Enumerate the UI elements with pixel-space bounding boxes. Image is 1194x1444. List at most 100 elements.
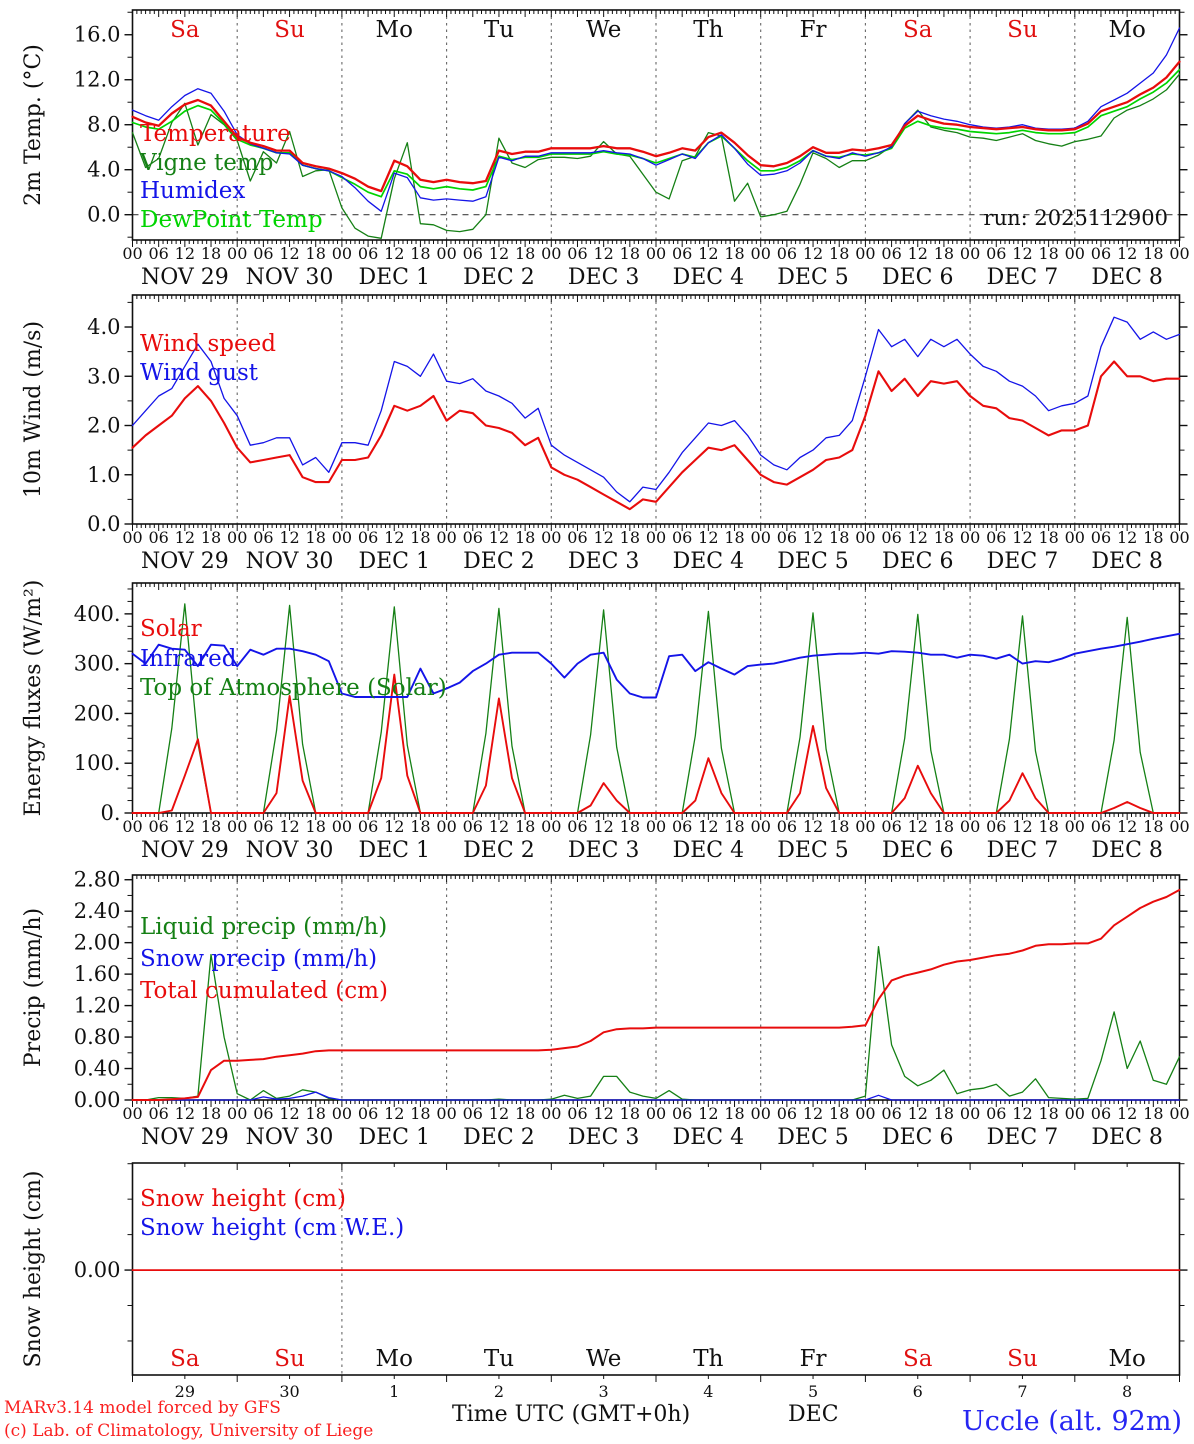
footer-time-axis-label: Time UTC (GMT+0h) <box>452 1402 691 1427</box>
legend-vigne-temp: Vigne temp <box>139 150 273 176</box>
date-label: DEC 5 <box>777 1125 849 1150</box>
hour-tick-label: 00 <box>1065 817 1085 836</box>
hour-tick-label: 00 <box>751 817 771 836</box>
hour-tick-label: 06 <box>253 817 273 836</box>
legend-liquid-precip-mm-h: Liquid precip (mm/h) <box>140 914 387 940</box>
hour-tick-label: 12 <box>489 244 509 263</box>
hour-tick-label: 18 <box>1038 1104 1058 1123</box>
date-label: NOV 29 <box>141 549 229 574</box>
hour-tick-label: 06 <box>986 244 1006 263</box>
y-axis-title-snow: Snow height (cm) <box>21 1171 46 1368</box>
hour-tick-label: 06 <box>777 1104 797 1123</box>
weekday-label: Tu <box>484 17 514 43</box>
hour-tick-label: 00 <box>436 1104 456 1123</box>
hour-tick-label: 12 <box>489 817 509 836</box>
hour-tick-label: 06 <box>253 1104 273 1123</box>
series-snow-precip-line <box>131 1091 1181 1101</box>
y-tick-label: 2.80 <box>74 868 121 892</box>
hour-tick-label: 18 <box>829 528 849 547</box>
date-label: DEC 2 <box>463 549 535 574</box>
hour-tick-label: 18 <box>515 528 535 547</box>
hour-tick-label: 00 <box>751 1104 771 1123</box>
hour-tick-label: 18 <box>201 528 221 547</box>
weekday-label: Mo <box>376 1346 413 1372</box>
hour-tick-label: 12 <box>908 817 928 836</box>
hour-tick-label: 06 <box>672 244 692 263</box>
hour-tick-label: 12 <box>593 244 613 263</box>
panel-precip: 0.00 0.40 0.80 1.20 1.60 2.00 2.40 2.80 Liquid p… <box>21 868 1190 1150</box>
legend-snow-height-cm: Snow height (cm) <box>140 1186 346 1212</box>
weekday-label: Th <box>693 17 723 43</box>
hour-tick-label: 12 <box>1012 528 1032 547</box>
y-tick-label: 2.40 <box>74 899 121 923</box>
legend-snow-height-cm-w-e: Snow height (cm W.E.) <box>140 1215 404 1241</box>
hour-tick-label: 00 <box>541 528 561 547</box>
date-label: NOV 30 <box>246 838 334 863</box>
hour-tick-label: 00 <box>332 528 352 547</box>
day-number-label: 1 <box>389 1382 399 1401</box>
hour-tick-label: 06 <box>1091 244 1111 263</box>
hour-tick-label: 06 <box>567 528 587 547</box>
hour-tick-label: 18 <box>306 1104 326 1123</box>
date-label: DEC 3 <box>568 838 640 863</box>
hour-tick-label: 06 <box>148 244 168 263</box>
legend-wind-speed: Wind speed <box>140 331 276 357</box>
hour-tick-label: 12 <box>1117 528 1137 547</box>
date-label: DEC 2 <box>463 265 535 290</box>
hour-tick-label: 06 <box>253 244 273 263</box>
weekday-label: Fr <box>800 1346 827 1372</box>
date-label: DEC 1 <box>358 1125 430 1150</box>
hour-tick-label: 18 <box>620 1104 640 1123</box>
hour-tick-label: 00 <box>646 528 666 547</box>
weekday-label: Mo <box>376 17 413 43</box>
series-humidex-line <box>131 27 1181 212</box>
date-label: DEC 4 <box>673 838 745 863</box>
hour-tick-label: 18 <box>306 817 326 836</box>
y-tick-label: 0.0 <box>87 203 120 227</box>
legend-dewpoint-temp: DewPoint Temp <box>140 207 323 233</box>
hour-tick-label: 18 <box>1143 244 1163 263</box>
hour-tick-label: 00 <box>436 817 456 836</box>
y-tick-label: 1.60 <box>74 962 121 986</box>
y-axis-title-temperature: 2m Temp. (°C) <box>21 44 46 206</box>
y-tick-label: 0.80 <box>74 1025 121 1049</box>
hour-tick-label: 00 <box>122 1104 142 1123</box>
day-number-label: 2 <box>494 1382 504 1401</box>
footer-station-label: Uccle (alt. 92m) <box>962 1406 1182 1437</box>
hour-tick-label: 06 <box>463 244 483 263</box>
hour-tick-label: 18 <box>306 244 326 263</box>
hour-tick-label: 18 <box>829 817 849 836</box>
legend-total-cumulated-cm: Total cumulated (cm) <box>140 978 388 1004</box>
date-label: NOV 30 <box>246 265 334 290</box>
legend-wind-gust: Wind gust <box>140 360 259 386</box>
y-tick-label: 16.0 <box>74 23 121 47</box>
weekday-label: Sa <box>903 1346 933 1372</box>
date-label: DEC 2 <box>463 838 535 863</box>
hour-tick-label: 06 <box>672 817 692 836</box>
hour-tick-label: 00 <box>646 1104 666 1123</box>
date-label: DEC 6 <box>882 549 954 574</box>
date-label: DEC 6 <box>882 265 954 290</box>
hour-tick-label: 06 <box>463 1104 483 1123</box>
hour-tick-label: 18 <box>1038 244 1058 263</box>
y-tick-label: 4.0 <box>87 158 120 182</box>
weekday-label: We <box>586 1346 621 1372</box>
legend-temperature: Temperature <box>140 121 291 147</box>
y-tick-label: 2.0 <box>87 414 120 438</box>
hour-tick-label: 18 <box>515 1104 535 1123</box>
hour-tick-label: 18 <box>410 817 430 836</box>
date-label: DEC 7 <box>987 549 1059 574</box>
hour-tick-label: 06 <box>986 1104 1006 1123</box>
hour-tick-label: 00 <box>855 244 875 263</box>
hour-tick-label: 00 <box>1169 817 1189 836</box>
date-label: DEC 3 <box>568 1125 640 1150</box>
weekday-label: Mo <box>1108 17 1145 43</box>
hour-tick-label: 00 <box>855 528 875 547</box>
hour-tick-label: 00 <box>960 528 980 547</box>
hour-tick-label: 06 <box>777 817 797 836</box>
hour-tick-label: 12 <box>175 817 195 836</box>
date-label: NOV 30 <box>246 1125 334 1150</box>
hour-tick-label: 12 <box>908 244 928 263</box>
hour-tick-label: 18 <box>829 1104 849 1123</box>
